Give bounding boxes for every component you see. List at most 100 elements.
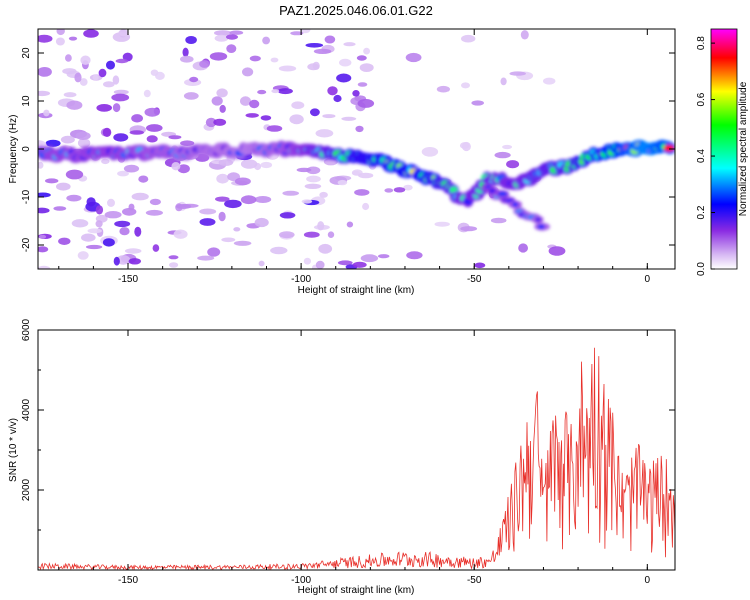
y-tick-label: 4000 <box>21 398 32 421</box>
noise-blob <box>279 212 296 219</box>
noise-blob <box>107 198 115 207</box>
noise-blob <box>363 47 370 55</box>
noise-blob <box>118 29 129 37</box>
noise-blob <box>124 248 142 254</box>
noise-blob <box>405 52 422 63</box>
noise-blob <box>213 118 227 126</box>
noise-blob <box>85 244 103 250</box>
noise-blob <box>95 220 103 228</box>
noise-blob <box>436 85 450 93</box>
noise-blob <box>317 221 325 231</box>
noise-blob <box>199 208 217 215</box>
branch-ridge <box>481 183 550 231</box>
noise-blob <box>115 58 129 64</box>
noise-blob <box>434 221 450 227</box>
noise-blob <box>128 258 141 265</box>
noise-blob <box>543 77 556 85</box>
noise-blob <box>221 237 236 243</box>
noise-blob <box>80 55 91 65</box>
colorbar-tick-label: 0.2 <box>696 205 707 219</box>
noise-blob <box>471 100 485 106</box>
noise-blob <box>460 226 478 232</box>
noise-blob <box>152 244 160 252</box>
noise-blob <box>169 262 179 268</box>
noise-blob <box>406 251 423 260</box>
noise-blob <box>277 88 293 95</box>
noise-blob <box>68 36 78 41</box>
main-ridge <box>38 139 675 208</box>
noise-blob <box>421 147 439 157</box>
noise-blob <box>205 117 217 128</box>
noise-blob <box>393 187 406 193</box>
noise-blob <box>149 198 161 206</box>
ridge-blob <box>512 202 519 207</box>
noise-blob <box>182 47 189 57</box>
noise-blob <box>219 104 226 113</box>
noise-blob <box>337 260 353 266</box>
noise-blob <box>474 262 486 269</box>
noise-blob <box>138 175 149 183</box>
noise-blob <box>131 192 149 201</box>
noise-blob <box>336 73 352 83</box>
noise-blob <box>351 170 361 176</box>
noise-blob <box>500 77 507 86</box>
noise-blob <box>282 190 300 196</box>
noise-blob <box>86 197 96 207</box>
noise-blob <box>313 48 332 55</box>
noise-blob <box>262 36 270 45</box>
noise-blob <box>81 233 96 242</box>
noise-blob <box>38 34 53 43</box>
noise-blob <box>56 29 65 36</box>
noise-blob <box>303 257 311 265</box>
noise-blob <box>249 55 261 62</box>
noise-blob <box>509 71 526 76</box>
noise-blob <box>254 196 272 203</box>
noise-blob <box>327 86 338 96</box>
ridge-blob <box>488 188 497 194</box>
noise-blob <box>300 29 311 34</box>
noise-blob <box>337 179 348 186</box>
x-tick-label: 0 <box>645 575 651 586</box>
noise-blob <box>341 116 357 121</box>
noise-blob <box>214 34 229 42</box>
noise-blob <box>315 260 325 269</box>
noise-blob <box>38 234 47 239</box>
noise-blob <box>119 227 130 236</box>
noise-blob <box>113 133 129 142</box>
x-tick-label: -150 <box>118 575 138 586</box>
noise-blob <box>215 196 230 202</box>
noise-blob <box>134 226 142 237</box>
noise-blob <box>461 141 471 152</box>
noise-blob <box>494 151 511 159</box>
noise-blob <box>168 135 182 140</box>
noise-blob <box>290 31 304 36</box>
noise-blob <box>315 129 334 138</box>
noise-blob <box>38 90 51 97</box>
noise-blob <box>358 172 374 179</box>
y-tick-label: 0 <box>21 146 32 152</box>
noise-blob <box>258 260 265 267</box>
noise-blob <box>175 204 192 209</box>
noise-blob <box>310 108 320 117</box>
colorbar-gradient <box>710 28 738 270</box>
spectrogram-x-label: Height of straight line (km) <box>298 285 415 296</box>
noise-blob <box>360 254 379 263</box>
noise-blob <box>96 104 112 112</box>
noise-blob <box>242 67 254 77</box>
noise-blob <box>211 96 223 106</box>
noise-blob <box>279 231 295 239</box>
noise-blob <box>266 125 283 132</box>
noise-blob <box>234 177 251 186</box>
snr-series-line <box>38 347 675 570</box>
noise-blob <box>189 76 199 83</box>
ridge-blob <box>497 191 508 197</box>
noise-blob <box>362 202 370 211</box>
noise-blob <box>74 72 82 83</box>
colorbar-tick-label: 0.0 <box>696 262 707 276</box>
noise-blob <box>278 65 297 72</box>
noise-blob <box>143 89 151 98</box>
